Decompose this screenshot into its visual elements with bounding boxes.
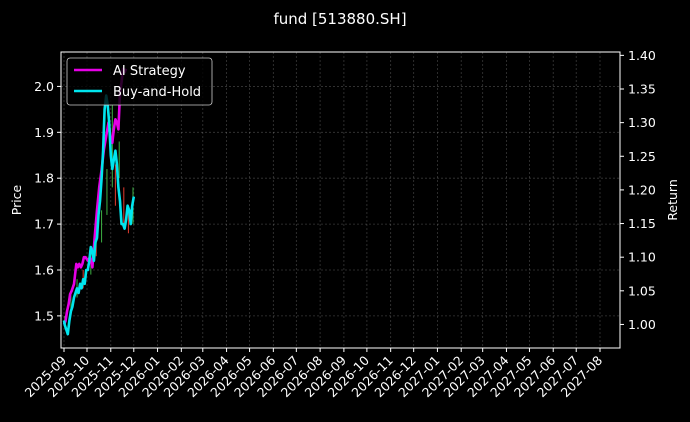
plot-frame (60, 51, 621, 349)
y-tick-label: 1.7 (34, 217, 54, 232)
chart-title: fund [513880.SH] (273, 10, 406, 28)
y-tick-label: 1.9 (34, 125, 54, 140)
legend-label-buy-and-hold: Buy-and-Hold (113, 85, 201, 100)
y-tick-label: 1.8 (34, 171, 54, 186)
series-line-ai-strategy (62, 67, 128, 326)
y2-tick-layer: 1.00 1.05 1.10 1.15 1.20 1.25 1.30 1.35 1.40 (620, 48, 656, 332)
legend-box (66, 57, 213, 106)
y2-tick-label: 1.05 (628, 283, 656, 298)
series-layer (62, 67, 136, 336)
y2-tick-label: 1.15 (628, 216, 656, 231)
series-line-buy-and-hold (62, 94, 136, 336)
y-axis-label: Price (9, 184, 24, 215)
y-tick-label: 1.6 (34, 262, 54, 277)
y2-tick-label: 1.25 (628, 149, 656, 164)
y2-tick-label: 1.30 (628, 115, 656, 130)
y2-tick-label: 1.40 (628, 48, 656, 63)
legend-label-ai-strategy: AI Strategy (113, 64, 186, 79)
y2-tick-label: 1.00 (628, 317, 656, 332)
grid-layer (61, 52, 620, 348)
x-tick-layer: 2025-092025-102025-112025-122026-012026-… (22, 348, 605, 400)
y2-tick-label: 1.35 (628, 82, 656, 97)
legend: AI Strategy Buy-and-Hold (66, 57, 213, 106)
y-tick-label: 2.0 (34, 79, 54, 94)
y2-tick-label: 1.10 (628, 250, 656, 265)
y2-axis-label: Return (665, 179, 680, 220)
y-tick-layer: 1.5 1.6 1.7 1.8 1.9 2.0 (34, 79, 61, 323)
y2-tick-label: 1.20 (628, 182, 656, 197)
y-tick-label: 1.5 (34, 308, 54, 323)
